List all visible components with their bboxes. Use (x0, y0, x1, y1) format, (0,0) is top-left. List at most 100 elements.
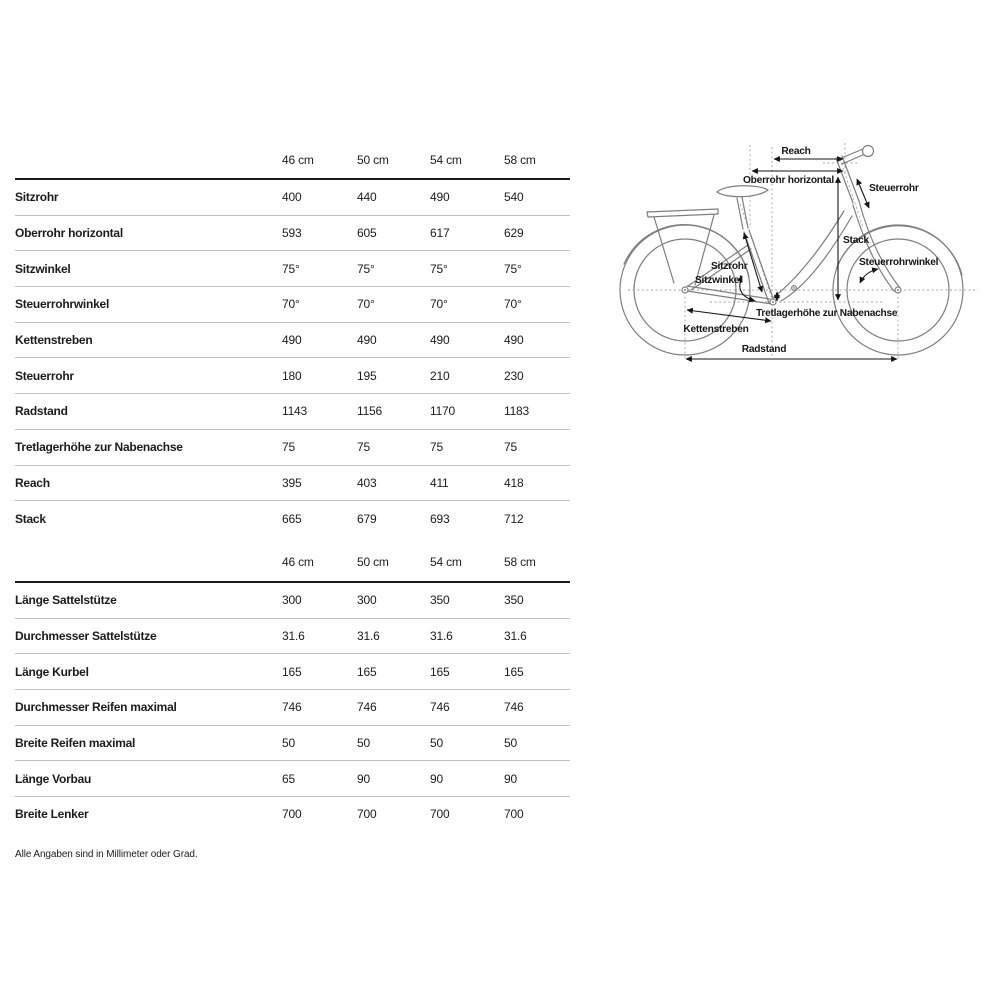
sitzwinkel-arc (736, 275, 756, 303)
value-cell: 1156 (357, 404, 383, 419)
rear-rack (646, 208, 719, 213)
column-header: 54 cm (430, 152, 462, 167)
fork (858, 200, 901, 289)
table-row: Reach 395 403 411 418 (15, 466, 570, 502)
table-row: Breite Lenker 700 700 700 700 (15, 797, 570, 832)
row-label: Sitzwinkel (15, 261, 71, 276)
value-cell: 31.6 (504, 628, 527, 643)
table-row: Tretlagerhöhe zur Nabenachse 75 75 75 75 (15, 430, 570, 466)
value-cell: 31.6 (430, 628, 453, 643)
value-cell: 50 (430, 735, 443, 750)
row-label: Durchmesser Reifen maximal (15, 700, 177, 715)
value-cell: 50 (357, 735, 370, 750)
front-wheel (832, 224, 964, 356)
value-cell: 75 (282, 440, 295, 455)
radstand-label: Radstand (742, 344, 786, 355)
tretlagerhoehe-label: Tretlagerhöhe zur Nabenachse (756, 308, 898, 319)
row-label: Durchmesser Sattelstütze (15, 628, 157, 643)
value-cell: 395 (282, 475, 302, 490)
column-header: 50 cm (357, 152, 389, 167)
value-cell: 70° (504, 297, 522, 312)
oberrohr-label: Oberrohr horizontal (743, 175, 834, 186)
row-label: Oberrohr horizontal (15, 226, 123, 241)
column-header: 58 cm (504, 555, 536, 570)
units-note: Alle Angaben sind in Millimeter oder Gra… (15, 848, 198, 860)
table-row: Sitzrohr 400 440 490 540 (15, 180, 570, 216)
row-label: Breite Reifen maximal (15, 735, 136, 750)
value-cell: 490 (357, 333, 377, 348)
value-cell: 700 (430, 807, 450, 822)
value-cell: 490 (282, 333, 302, 348)
stem (838, 148, 864, 160)
value-cell: 31.6 (282, 628, 305, 643)
value-cell: 350 (430, 593, 450, 608)
table-row: Steuerrohr 180 195 210 230 (15, 358, 570, 395)
value-cell: 75° (357, 261, 375, 276)
reach-label: Reach (781, 146, 810, 157)
value-cell: 90 (357, 771, 370, 786)
value-cell: 65 (282, 771, 295, 786)
table-row: Radstand 1143 1156 1170 1183 (15, 394, 570, 430)
handlebar-grip (861, 144, 875, 158)
table-row: Durchmesser Sattelstütze 31.6 31.6 31.6 … (15, 619, 570, 655)
sitzrohr-label: Sitzrohr (711, 261, 748, 272)
value-cell: 440 (357, 190, 377, 205)
value-cell: 75 (357, 440, 370, 455)
kettenstreben-arrow (686, 307, 772, 324)
table-row: Länge Sattelstütze 300 300 350 350 (15, 583, 570, 619)
steuerrohrwinkel-label: Steuerrohrwinkel (859, 257, 939, 268)
value-cell: 195 (357, 368, 377, 383)
steuerrohr-arrow (856, 178, 870, 209)
value-cell: 50 (282, 735, 295, 750)
value-cell: 418 (504, 475, 524, 490)
sitzrohr-arrow (742, 232, 764, 293)
row-label: Stack (15, 511, 46, 526)
table-row: Sitzwinkel 75° 75° 75° 75° (15, 251, 570, 288)
table-row: Breite Reifen maximal 50 50 50 50 (15, 726, 570, 762)
row-label: Länge Kurbel (15, 664, 89, 679)
value-cell: 700 (282, 807, 302, 822)
bike-drawing (619, 144, 964, 356)
value-cell: 75° (504, 261, 522, 276)
value-cell: 665 (282, 511, 302, 526)
value-cell: 31.6 (357, 628, 380, 643)
value-cell: 490 (430, 333, 450, 348)
seatpost (736, 197, 744, 230)
row-label: Sitzrohr (15, 190, 59, 205)
value-cell: 400 (282, 190, 302, 205)
value-cell: 593 (282, 226, 302, 241)
value-cell: 230 (504, 368, 524, 383)
value-cell: 50 (504, 735, 517, 750)
value-cell: 700 (357, 807, 377, 822)
saddle (716, 185, 770, 198)
row-label: Länge Vorbau (15, 771, 92, 786)
row-label: Steuerrohrwinkel (15, 297, 110, 312)
steuerrohrwinkel-arc (859, 267, 879, 284)
value-cell: 75° (282, 261, 300, 276)
value-cell: 165 (357, 664, 377, 679)
sitzwinkel-label: Sitzwinkel (695, 275, 742, 286)
front-fender (836, 225, 963, 276)
value-cell: 746 (430, 700, 450, 715)
row-label: Steuerrohr (15, 368, 74, 383)
column-header: 58 cm (504, 152, 536, 167)
value-cell: 746 (282, 700, 302, 715)
value-cell: 70° (430, 297, 448, 312)
dimension-labels: Reach Oberrohr horizontal Steuerrohr Sta… (683, 146, 939, 355)
value-cell: 693 (430, 511, 450, 526)
table-header-row: 46 cm 50 cm 54 cm 58 cm (15, 544, 570, 583)
value-cell: 1183 (504, 404, 530, 419)
value-cell: 75° (430, 261, 448, 276)
stack-label: Stack (843, 235, 870, 246)
chainstay (686, 285, 771, 300)
value-cell: 75 (430, 440, 443, 455)
table-row: Durchmesser Reifen maximal 746 746 746 7… (15, 690, 570, 726)
value-cell: 75 (504, 440, 517, 455)
table-row: Länge Vorbau 65 90 90 90 (15, 761, 570, 797)
value-cell: 90 (504, 771, 517, 786)
column-header: 50 cm (357, 555, 389, 570)
column-header: 46 cm (282, 555, 314, 570)
column-header: 46 cm (282, 152, 314, 167)
value-cell: 540 (504, 190, 524, 205)
dimension-arrows (685, 155, 898, 363)
